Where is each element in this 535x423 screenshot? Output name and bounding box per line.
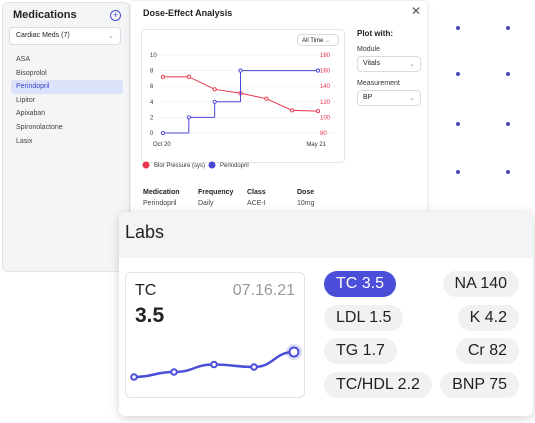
trend-chart [130,344,302,381]
decor-dot [506,26,510,30]
medication-item[interactable]: ASA [16,56,31,63]
data-point [264,96,269,101]
decor-dot [506,72,510,76]
data-point [160,130,166,136]
decor-dot [506,170,510,174]
trend-point [170,368,178,376]
lab-card[interactable]: TC 07.16.21 3.5 [125,272,305,398]
y2-tick-label: 160 [320,69,331,75]
data-point [290,108,295,113]
measurement-value: BP [363,94,373,101]
lab-pill[interactable]: BNP 75 [440,371,519,398]
table-header: Frequency [198,189,234,196]
range-select[interactable]: All Time ⌄ [297,34,339,46]
trend-point [210,360,218,369]
data-point [160,74,166,79]
table-header: Class [247,189,266,196]
decor-dot [456,170,460,174]
y2-tick-label: 180 [320,53,331,59]
medication-item[interactable]: Spironolactone [16,124,63,131]
panel-title: Medications [13,9,77,21]
lab-pill[interactable]: NA 140 [442,271,519,297]
module-value: Vitals [363,60,380,67]
panel-title: Dose-Effect Analysis [143,8,233,18]
lab-pill[interactable]: TC/HDL 2.2 [324,371,432,398]
x-tick-label: May 21 [306,142,326,148]
decor-dot [456,26,460,30]
table-cell: Perindopril [143,200,177,207]
add-button[interactable]: + [110,10,121,21]
labs-panel: Labs TC 07.16.21 3.5 TC 3.5 LDL 1.5 TG 1.7… [119,212,533,416]
lab-pill[interactable]: LDL 1.5 [324,304,404,331]
table-cell: ACE-I [247,200,266,207]
data-point [315,109,321,114]
labs-header [119,212,533,258]
plot-with-title: Plot with: [357,29,393,38]
filter-select[interactable]: Cardiac Meds (7) ⌄ [9,27,121,45]
data-point [186,115,191,120]
close-button[interactable]: ✕ [411,4,422,18]
trend-point [288,346,300,358]
dose-chart: 0 2 4 6 8 10 80 100 120 140 160 180 Oct 20 May 21 Blor… [142,53,335,169]
lab-pill[interactable]: TG 1.7 [324,338,397,364]
data-point [315,68,321,73]
y-tick-label: 0 [150,131,154,137]
data-point [212,87,217,92]
y-tick-label: 4 [150,100,154,106]
y-tick-label: 8 [150,69,154,75]
measurement-label: Measurement [357,80,400,87]
medication-item[interactable]: Apixaban [16,110,46,118]
table-cell: 10mg [297,200,315,207]
lab-value: 3.5 [135,304,165,327]
module-label: Module [357,46,380,53]
decor-dot [456,72,460,76]
lab-pill[interactable]: Cr 82 [455,338,519,364]
table-header: Medication [143,189,180,196]
table-header: Dose [297,189,315,196]
lab-date: 07.16.21 [232,282,295,299]
data-point [238,68,243,73]
lab-name: TC [135,282,157,299]
range-label: All Time [302,38,324,44]
filter-label: Cardiac Meds (7) [16,32,70,39]
labs-title: Labs [125,222,165,242]
medication-item[interactable]: Lipitor [16,96,36,104]
x-tick-label: Oct 20 [153,142,171,148]
data-point [212,99,217,104]
y2-tick-label: 80 [320,131,327,137]
legend-label: Blor Pressure (sys) [154,163,205,169]
legend-swatch [142,161,150,169]
y2-tick-label: 100 [320,115,331,121]
medication-item[interactable]: Perindopril [11,80,123,95]
analysis-panel: Dose-Effect Analysis ✕ All Time ⌄ Medica… [130,0,428,214]
y2-tick-label: 140 [320,84,331,90]
y-tick-label: 2 [150,115,154,121]
y-tick-label: 10 [150,53,157,59]
data-point [186,74,191,79]
legend-swatch [208,161,216,169]
legend-label: Perindopril [220,163,249,169]
plot-frame [141,29,345,163]
medication-item[interactable]: Bisoprolol [16,69,47,77]
medications-panel: Medications + Cardiac Meds (7) ⌄ ASA Bisop… [2,2,130,272]
lab-pill[interactable]: TC 3.5 [324,271,397,297]
y2-tick-label: 120 [320,100,331,106]
lab-pill[interactable]: K 4.2 [457,304,519,331]
trend-point [250,363,258,371]
module-select[interactable]: Vitals ⌄ [357,56,421,72]
medication-item[interactable]: Lasix [16,137,33,145]
decor-dot [456,122,460,126]
trend-point [130,373,138,381]
measurement-select[interactable]: BP ⌄ [357,90,421,106]
table-cell: Daily [198,200,214,207]
decor-dot [506,122,510,126]
y-tick-label: 6 [150,84,154,90]
